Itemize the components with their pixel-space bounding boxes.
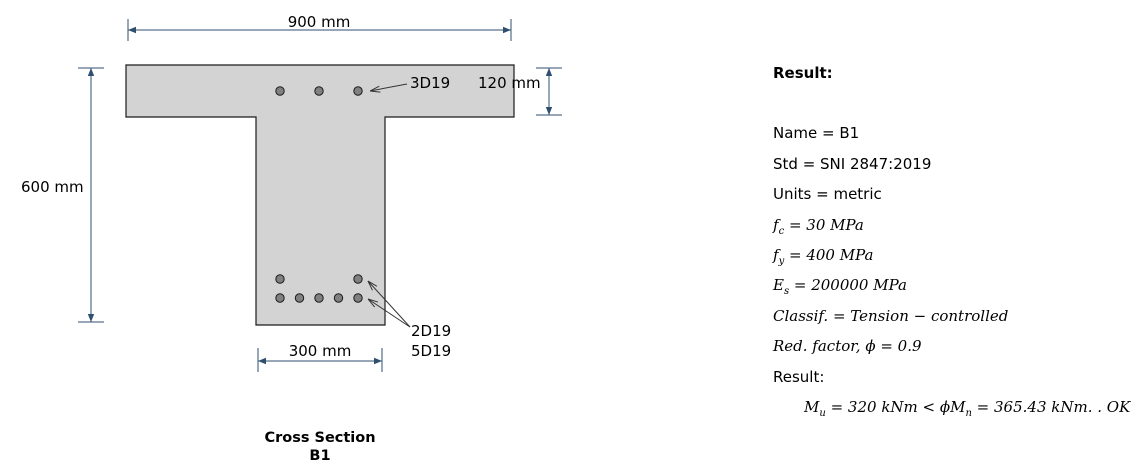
flange-width-dimension bbox=[127, 19, 512, 41]
classification-line: Classif. = Tension − controlled bbox=[773, 306, 1009, 325]
top-bars-label: 3D19 bbox=[410, 74, 450, 92]
rebar bbox=[294, 293, 305, 303]
flange-thickness-dimension bbox=[536, 67, 562, 116]
rebar bbox=[353, 293, 363, 303]
rebar bbox=[275, 274, 285, 284]
flange-thickness-label: 120 mm bbox=[478, 74, 541, 92]
web-width-dimension bbox=[257, 348, 383, 372]
bottom-layer2-label: 2D19 bbox=[411, 322, 451, 340]
total-height-dimension bbox=[78, 67, 104, 323]
rebar bbox=[275, 86, 285, 96]
result-panel: Result: Name = B1 Std = SNI 2847:2019 Un… bbox=[773, 58, 1147, 422]
fy-line: fy = 400 MPa bbox=[773, 246, 874, 268]
t-section-concrete bbox=[125, 64, 515, 326]
name-line: Name = B1 bbox=[773, 124, 860, 143]
top-bars-leader bbox=[370, 83, 408, 91]
section-caption-line1: Cross Section bbox=[264, 430, 375, 446]
rebar bbox=[353, 86, 363, 96]
result-heading: Result: bbox=[773, 64, 833, 82]
fc-line: fc = 30 MPa bbox=[773, 215, 864, 237]
std-line: Std = SNI 2847:2019 bbox=[773, 154, 932, 173]
rebar bbox=[314, 86, 324, 96]
reduction-factor-line: Red. factor, ϕ = 0.9 bbox=[773, 337, 922, 356]
result-label: Result: bbox=[773, 367, 825, 386]
bottom-bars-5d19 bbox=[275, 293, 363, 303]
bottom-layer1-label: 5D19 bbox=[411, 342, 451, 360]
rebar bbox=[314, 293, 324, 303]
rebar bbox=[333, 293, 344, 303]
bottom-layer1-leader bbox=[368, 299, 411, 328]
rebar bbox=[275, 293, 285, 303]
bottom-layer2-leader bbox=[368, 281, 411, 328]
flange-width-label: 900 mm bbox=[288, 13, 351, 31]
es-line: Es = 200000 MPa bbox=[773, 276, 907, 298]
section-caption-line2: B1 bbox=[309, 448, 330, 464]
top-bars-3d19 bbox=[275, 86, 363, 96]
bottom-bars-2d19 bbox=[275, 274, 363, 284]
total-height-label: 600 mm bbox=[21, 178, 84, 196]
web-width-label: 300 mm bbox=[289, 342, 352, 360]
units-line: Units = metric bbox=[773, 185, 882, 204]
moment-check-line: Mu = 320 kNm < ϕMn = 365.43 kNm. . OK bbox=[804, 398, 1131, 420]
rebar bbox=[353, 274, 363, 284]
